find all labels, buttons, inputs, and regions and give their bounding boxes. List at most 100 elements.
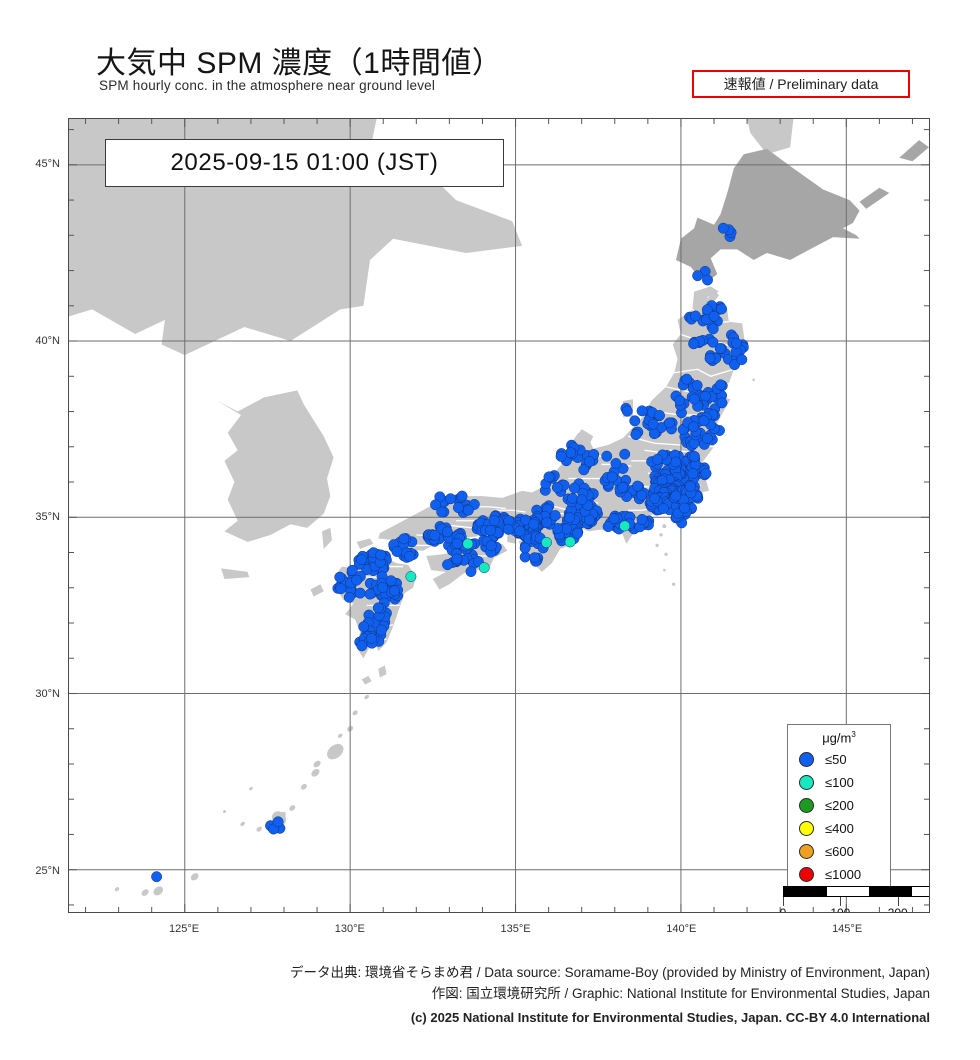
station-marker[interactable] (608, 513, 620, 525)
station-marker[interactable] (636, 489, 648, 501)
station-marker[interactable] (632, 480, 643, 492)
station-marker[interactable] (663, 417, 675, 429)
station-marker[interactable] (551, 482, 563, 493)
station-marker[interactable] (670, 456, 682, 468)
station-marker[interactable] (731, 337, 742, 349)
station-marker[interactable] (702, 274, 713, 286)
station-marker[interactable] (584, 514, 595, 526)
station-marker[interactable] (716, 397, 728, 409)
station-marker[interactable] (629, 415, 641, 427)
station-marker[interactable] (619, 448, 631, 460)
station-marker[interactable] (351, 574, 363, 586)
station-marker[interactable] (565, 447, 577, 459)
station-marker[interactable] (649, 493, 661, 504)
station-marker[interactable] (576, 494, 588, 506)
station-marker[interactable] (670, 490, 682, 502)
station-marker[interactable] (704, 352, 716, 364)
station-marker[interactable] (441, 526, 453, 538)
station-marker[interactable] (541, 517, 553, 529)
station-marker[interactable] (716, 303, 728, 315)
station-marker[interactable] (356, 640, 368, 652)
station-marker[interactable] (404, 550, 415, 562)
station-marker[interactable] (398, 533, 410, 545)
station-marker[interactable] (648, 428, 660, 440)
station-marker[interactable] (606, 471, 618, 483)
station-marker[interactable] (707, 323, 719, 335)
station-marker[interactable] (451, 537, 463, 549)
station-marker[interactable] (405, 571, 417, 582)
station-marker[interactable] (564, 512, 576, 524)
station-marker[interactable] (610, 457, 622, 469)
station-marker[interactable] (465, 566, 477, 577)
station-marker[interactable] (335, 583, 347, 595)
station-marker[interactable] (452, 502, 464, 514)
station-marker[interactable] (385, 575, 397, 587)
station-marker[interactable] (621, 405, 633, 417)
station-marker[interactable] (699, 390, 711, 402)
station-marker[interactable] (334, 571, 346, 583)
station-marker[interactable] (602, 521, 614, 533)
station-marker[interactable] (377, 581, 389, 593)
station-marker[interactable] (543, 471, 555, 483)
station-marker[interactable] (528, 518, 540, 530)
station-marker[interactable] (436, 506, 448, 518)
station-marker[interactable] (488, 515, 500, 527)
station-marker[interactable] (529, 552, 541, 564)
station-marker[interactable] (366, 632, 377, 644)
station-marker[interactable] (714, 342, 726, 354)
station-marker[interactable] (389, 585, 400, 597)
station-marker[interactable] (688, 393, 700, 405)
station-marker[interactable] (442, 559, 453, 571)
station-marker[interactable] (364, 588, 376, 600)
station-marker[interactable] (692, 270, 704, 282)
station-marker[interactable] (674, 394, 686, 406)
station-marker[interactable] (356, 554, 368, 566)
station-marker[interactable] (617, 481, 629, 493)
station-marker[interactable] (478, 562, 490, 574)
station-marker[interactable] (391, 546, 403, 557)
station-marker[interactable] (701, 432, 713, 444)
station-marker[interactable] (430, 499, 441, 511)
station-marker[interactable] (636, 513, 648, 525)
station-marker[interactable] (619, 520, 631, 532)
station-marker[interactable] (272, 816, 284, 828)
station-marker[interactable] (456, 490, 468, 502)
station-marker[interactable] (698, 415, 710, 427)
map-canvas[interactable]: 2025-09-15 01:00 (JST) μg/m3 ≤50 ≤100 ≤200… (68, 118, 930, 913)
station-marker[interactable] (571, 528, 583, 539)
station-marker[interactable] (651, 454, 663, 465)
station-marker[interactable] (578, 464, 590, 476)
station-marker[interactable] (555, 450, 567, 462)
station-marker[interactable] (647, 418, 659, 430)
station-marker[interactable] (684, 480, 696, 492)
station-marker[interactable] (502, 523, 514, 535)
station-marker[interactable] (736, 354, 748, 366)
station-marker[interactable] (346, 564, 358, 576)
station-marker[interactable] (654, 410, 665, 421)
station-marker[interactable] (681, 373, 693, 385)
station-marker[interactable] (567, 493, 578, 504)
station-marker[interactable] (657, 502, 669, 514)
station-marker[interactable] (679, 502, 691, 514)
station-marker[interactable] (343, 591, 355, 603)
station-marker[interactable] (688, 338, 700, 350)
station-marker[interactable] (354, 587, 366, 599)
station-marker[interactable] (358, 621, 370, 633)
station-marker[interactable] (485, 524, 496, 536)
station-marker[interactable] (690, 310, 701, 322)
station-marker[interactable] (708, 310, 720, 322)
station-marker[interactable] (375, 549, 387, 561)
station-marker[interactable] (700, 468, 712, 479)
station-marker[interactable] (689, 451, 700, 462)
station-marker[interactable] (601, 450, 613, 462)
station-marker[interactable] (429, 529, 441, 541)
station-marker[interactable] (687, 468, 699, 480)
station-marker[interactable] (376, 624, 387, 636)
station-marker[interactable] (151, 871, 163, 883)
station-marker[interactable] (462, 538, 474, 550)
station-marker[interactable] (541, 536, 552, 548)
station-marker[interactable] (451, 553, 463, 565)
station-marker[interactable] (707, 336, 719, 348)
station-marker[interactable] (372, 602, 384, 614)
station-marker[interactable] (519, 542, 531, 554)
